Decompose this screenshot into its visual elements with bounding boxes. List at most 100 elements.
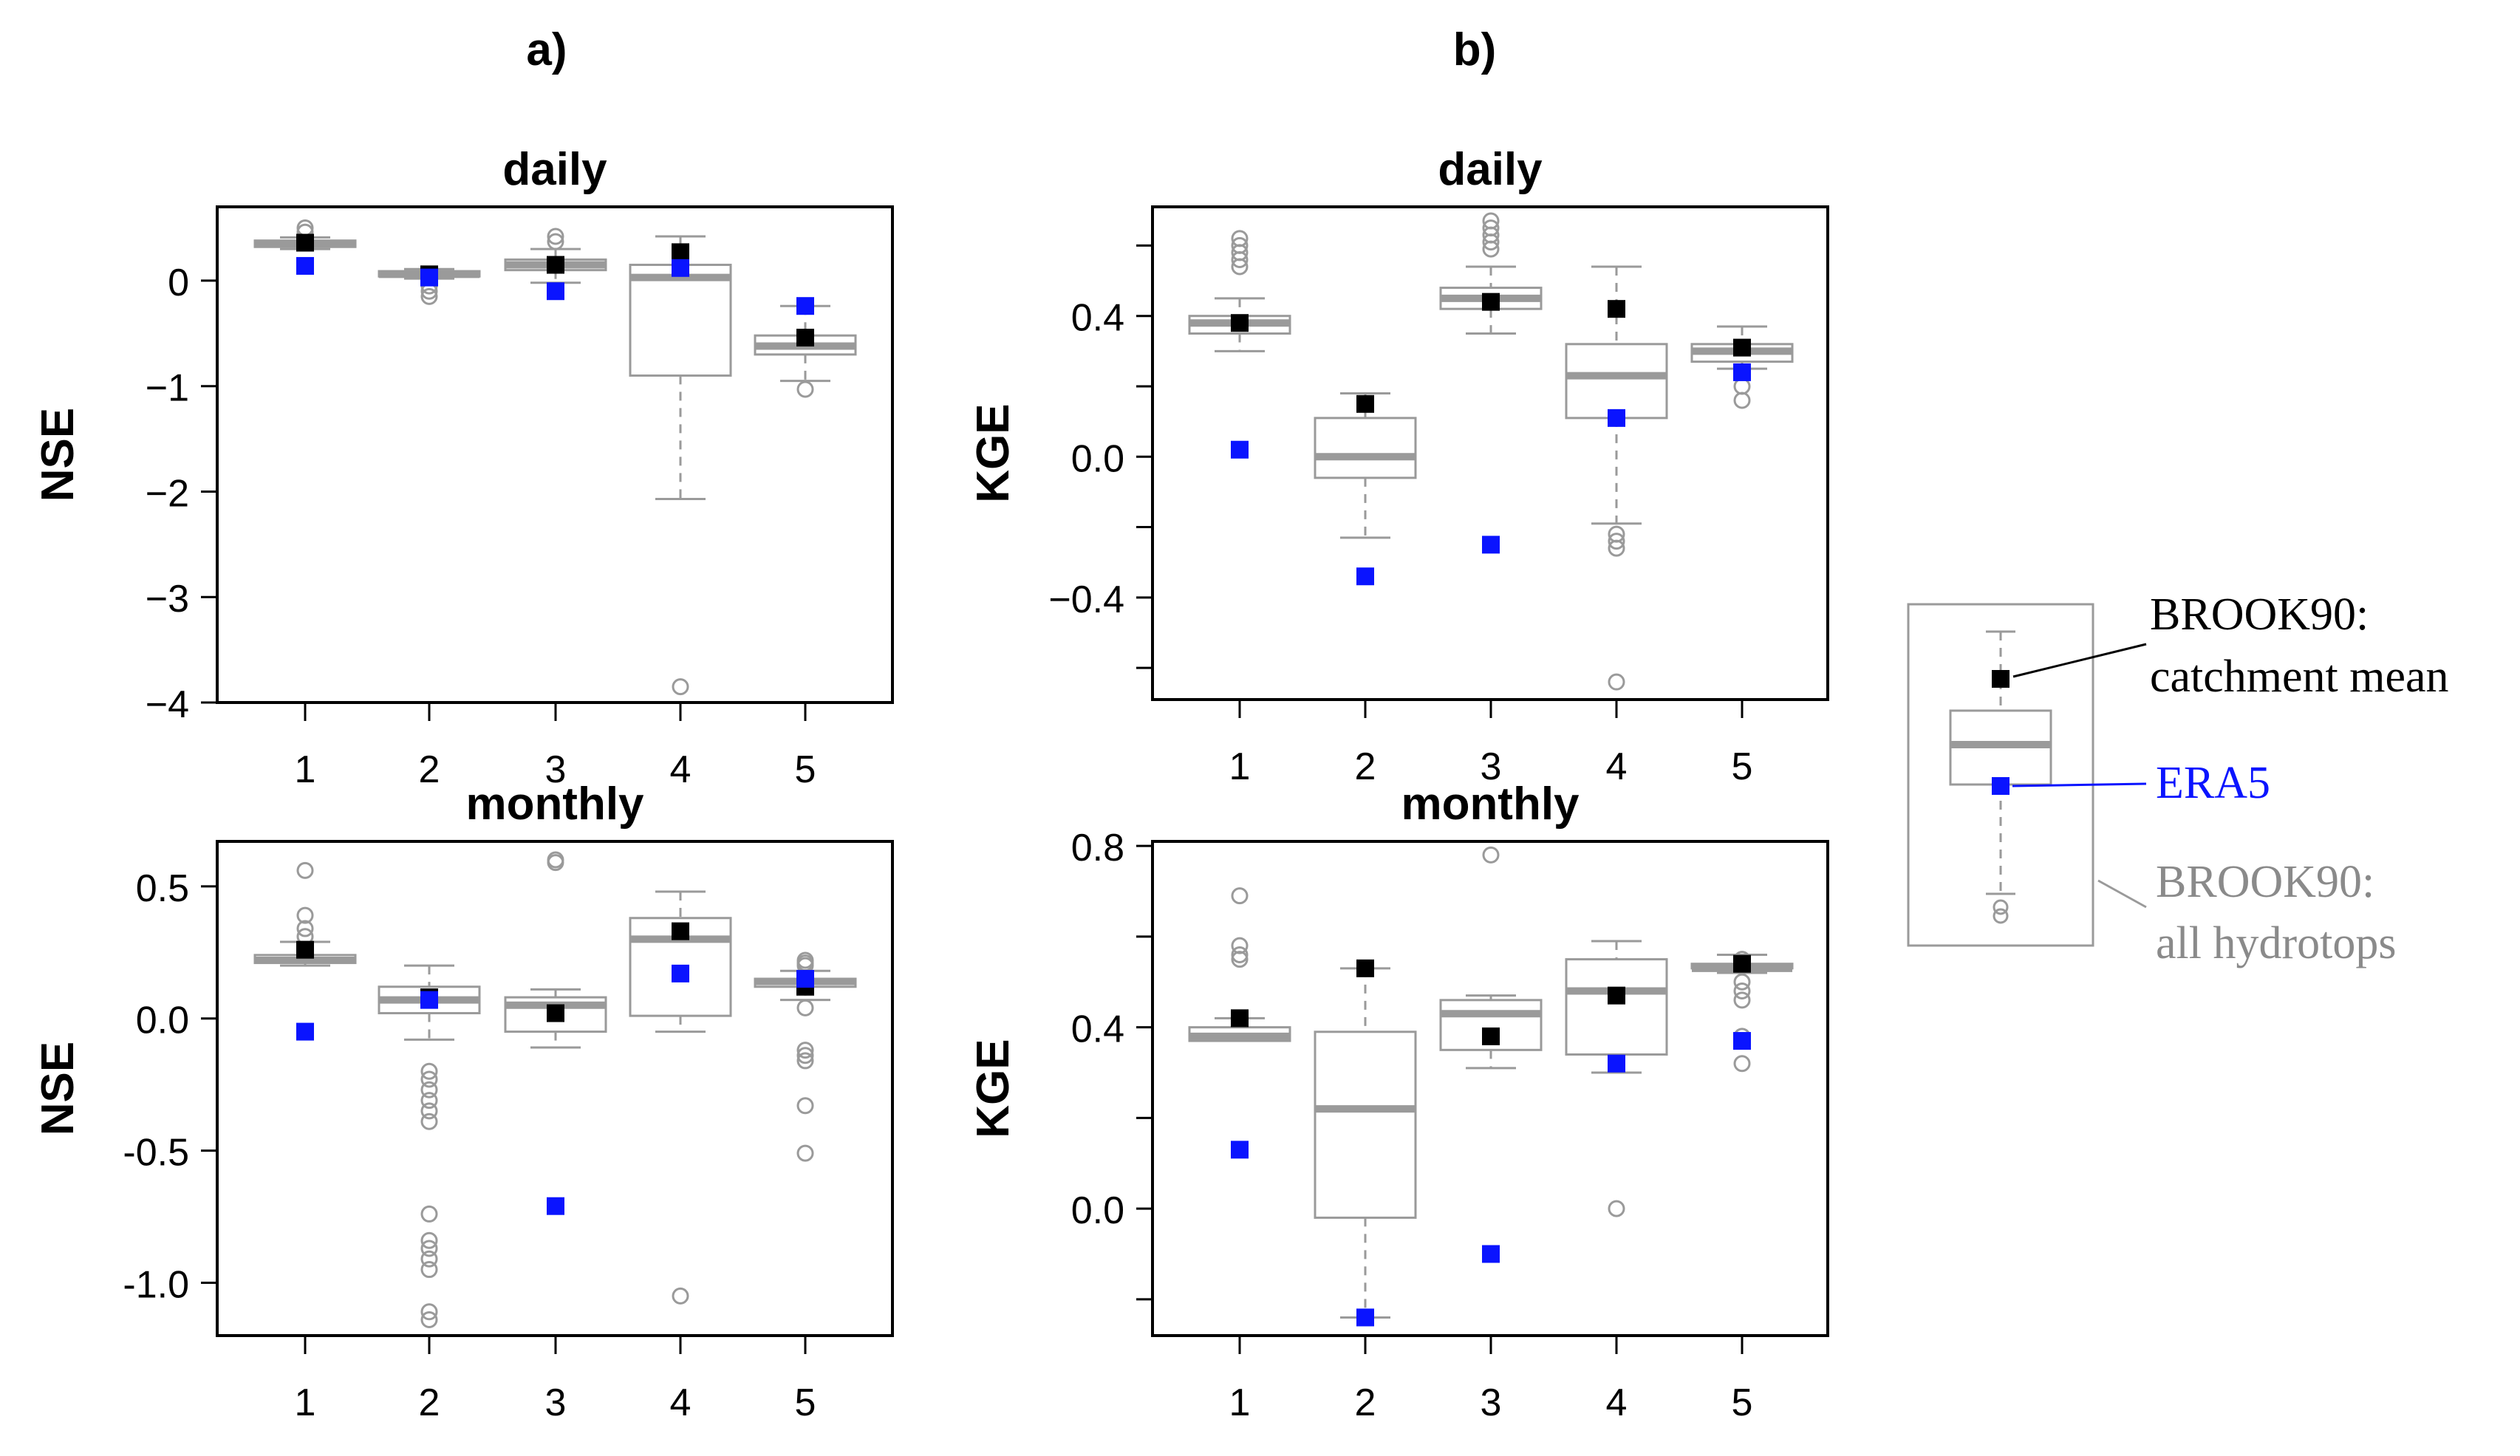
legend-label-hydrotops-line1: BROOK90: [2156, 857, 2374, 907]
outlier-point [1231, 258, 1249, 276]
x-tick-label: 5 [795, 748, 816, 791]
catchment-mean-marker [1231, 314, 1249, 332]
era5-marker [1608, 1054, 1625, 1073]
x-tick-label: 1 [295, 748, 316, 791]
outlier-point [1733, 991, 1751, 1009]
outlier-point [796, 1097, 814, 1115]
era5-marker [1231, 1141, 1249, 1159]
outlier-point [420, 1303, 438, 1321]
box-group [1565, 940, 1668, 1217]
legend-label-era5: ERA5 [2156, 758, 2270, 808]
outlier-point [796, 1052, 814, 1070]
chart-title: daily [502, 144, 607, 195]
y-tick-label: 0 [168, 262, 189, 304]
outlier-point [420, 1062, 438, 1080]
outlier-point [547, 854, 564, 872]
era5-marker [1608, 409, 1625, 427]
catchment-mean-marker [796, 329, 814, 347]
catchment-mean-marker [1733, 954, 1751, 973]
x-tick-label: 3 [1481, 745, 1502, 788]
outlier-point [1482, 846, 1500, 864]
outlier-point [547, 228, 564, 245]
box-group [1188, 887, 1291, 1042]
catchment-mean-marker [1733, 338, 1751, 357]
box-group [1314, 967, 1417, 1319]
legend-label-catchment-line1: BROOK90: [2150, 589, 2369, 640]
outlier-point [796, 999, 814, 1016]
y-tick-label: 0.4 [1071, 297, 1124, 340]
x-tick-label: 3 [545, 748, 567, 791]
era5-marker [547, 282, 564, 301]
y-tick-label: 0.8 [1071, 827, 1124, 869]
outlier-point [420, 1092, 438, 1110]
box [629, 264, 732, 377]
x-tick-label: 2 [419, 1381, 440, 1424]
box-group [378, 964, 481, 1329]
box-group [754, 304, 857, 398]
outlier-point [1608, 1200, 1625, 1217]
box [1314, 417, 1417, 479]
plot-frame [216, 840, 894, 1337]
catchment-mean-marker [547, 256, 564, 274]
y-tick-label: 0.5 [136, 867, 189, 910]
outlier-point [547, 233, 564, 250]
outlier-point [1608, 673, 1625, 691]
y-tick-label: 0.0 [1071, 437, 1124, 480]
outlier-point [420, 287, 438, 305]
catchment-mean-marker [296, 940, 314, 959]
chart-title: daily [1438, 144, 1543, 195]
y-tick-label: 0.4 [1071, 1008, 1124, 1051]
y-tick-label: -0.5 [123, 1132, 189, 1175]
panel-label-a: a) [526, 24, 567, 75]
y-axis-label: NSE [33, 408, 83, 502]
catchment-mean-marker [1482, 1027, 1500, 1045]
box [1565, 958, 1668, 1056]
legend-pointer-blue [2012, 782, 2147, 787]
legend-era5-marker [1992, 777, 2009, 795]
catchment-mean-marker [296, 233, 314, 252]
outlier-point [796, 1047, 814, 1064]
outlier-point [1733, 973, 1751, 991]
outlier-point [296, 920, 314, 937]
x-tick-label: 4 [670, 748, 692, 791]
outlier-point [296, 861, 314, 879]
legend-outlier [1993, 899, 2009, 915]
era5-marker [1356, 1308, 1374, 1327]
outlier-point [796, 380, 814, 398]
outlier-point [672, 678, 689, 696]
x-tick-label: 1 [295, 1381, 316, 1424]
outlier-point [1733, 1055, 1751, 1073]
x-tick-label: 2 [419, 748, 440, 791]
outlier-point [1733, 377, 1751, 395]
y-tick-label: −3 [146, 578, 189, 621]
outlier-point [1733, 982, 1751, 1000]
y-axis-label: KGE [968, 403, 1019, 502]
x-tick-label: 5 [1732, 1381, 1753, 1424]
era5-marker [296, 1022, 314, 1041]
y-tick-label: −2 [146, 472, 189, 515]
era5-marker [1356, 567, 1374, 586]
era5-marker [420, 991, 438, 1009]
era5-marker [296, 256, 314, 275]
chart-nse-daily: daily NSE 0 −1 −2 −3 −4 1 2 3 4 5 [33, 144, 894, 791]
era5-marker [796, 970, 814, 988]
outlier-point [420, 1311, 438, 1329]
x-tick-label: 3 [545, 1381, 567, 1424]
outlier-point [1482, 233, 1500, 251]
plot-frame [216, 205, 894, 704]
outlier-point [1231, 887, 1249, 905]
era5-marker [672, 964, 689, 982]
chart-nse-monthly: monthly NSE 0.5 0.0 -0.5 -1.0 1 2 3 4 5 [33, 779, 894, 1424]
box-group [1314, 392, 1417, 539]
y-tick-label: 0.0 [1071, 1189, 1124, 1232]
outlier-point [420, 1231, 438, 1249]
box-group [629, 235, 732, 696]
y-tick-label: −1 [146, 367, 189, 410]
x-tick-label: 2 [1355, 1381, 1376, 1424]
y-tick-label: 0.0 [136, 999, 189, 1042]
y-tick-label: −4 [146, 683, 189, 726]
catchment-mean-marker [672, 922, 689, 940]
outlier-point [420, 1250, 438, 1268]
legend: BROOK90: catchment mean ERA5 BROOK90: al… [1907, 589, 2449, 968]
